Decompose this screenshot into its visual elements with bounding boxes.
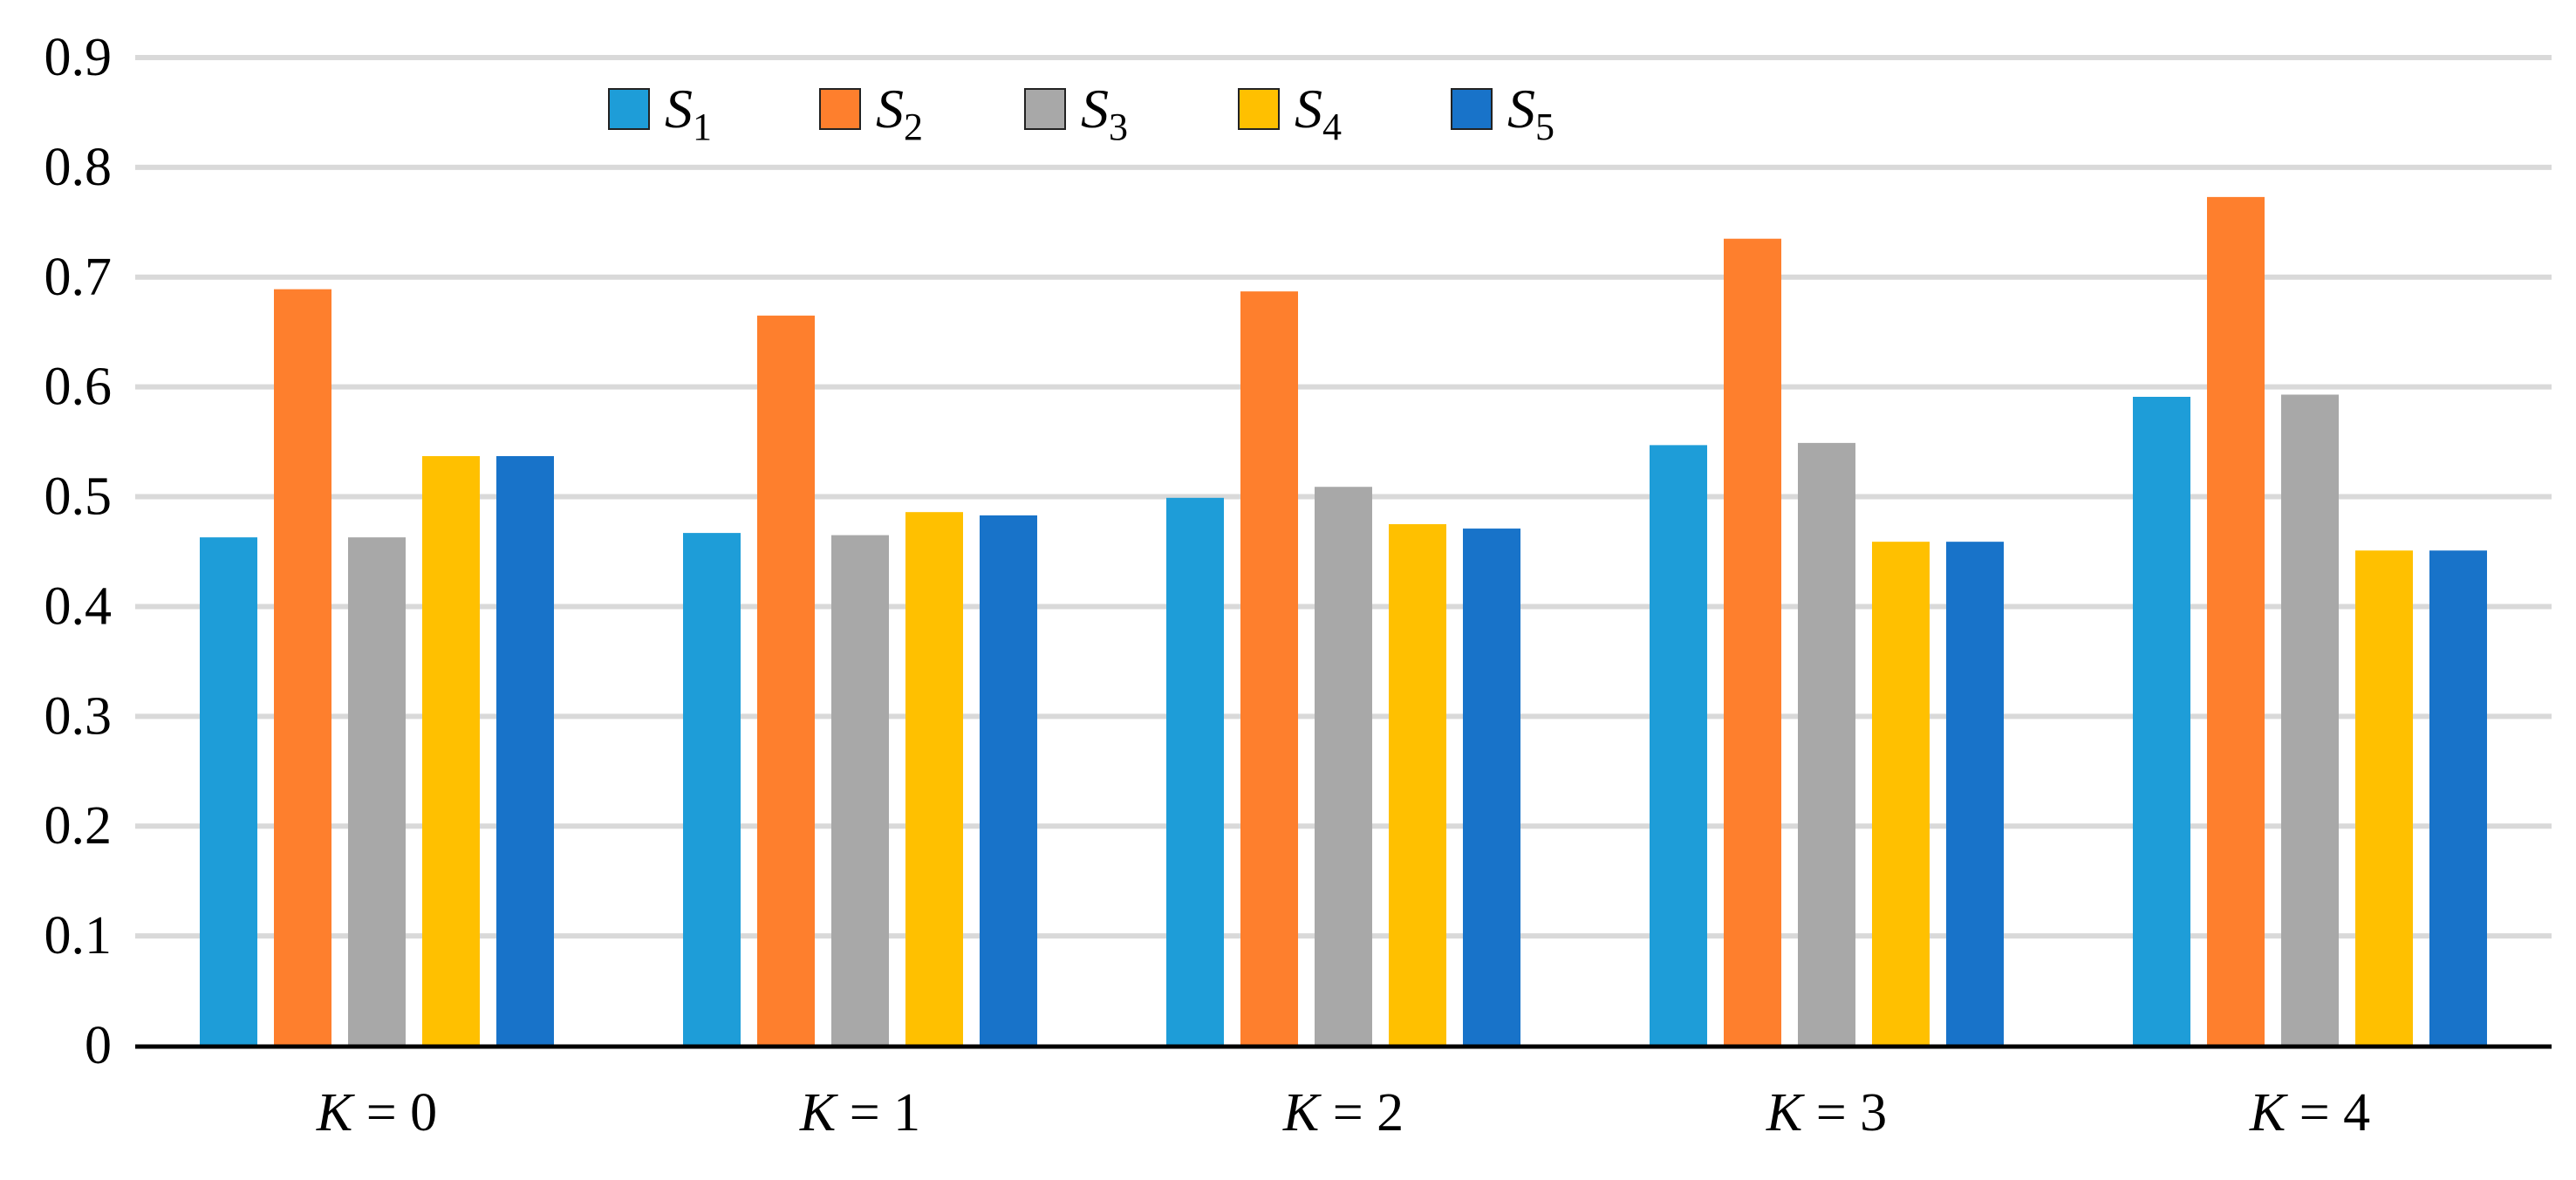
legend-swatch-s3 [1024, 88, 1066, 130]
bar-s4-k3 [1872, 542, 1930, 1046]
y-tick-label: 0.8 [44, 138, 113, 197]
legend-symbol: S [876, 78, 904, 140]
legend-label-s1: S1 [665, 78, 712, 148]
category-variable: K [799, 1083, 839, 1142]
legend-subscript: 5 [1535, 106, 1554, 148]
bar-s2-k4 [2207, 196, 2265, 1046]
bar-s5-k3 [1946, 542, 2004, 1046]
bar-s1-k2 [1166, 497, 1224, 1046]
bar-s3-k1 [831, 535, 889, 1046]
legend-symbol: S [1081, 78, 1109, 140]
category-value: 3 [1860, 1083, 1887, 1142]
legend: S1 S2 S3 S4 S5 [608, 78, 1554, 148]
bar-s4-k2 [1389, 524, 1446, 1046]
bar-s2-k0 [274, 289, 331, 1046]
bar-s4-k1 [905, 512, 963, 1046]
category-value: 2 [1377, 1083, 1404, 1142]
bar-s5-k0 [496, 455, 554, 1046]
category-equals: = [1319, 1083, 1377, 1142]
bars [200, 196, 2487, 1047]
y-tick-label: 0.9 [44, 28, 113, 87]
bar-s4-k4 [2355, 550, 2413, 1046]
legend-subscript: 4 [1322, 106, 1342, 148]
bar-s3-k4 [2281, 394, 2339, 1046]
x-category-label: K = 1 [799, 1083, 920, 1142]
legend-subscript: 3 [1109, 106, 1128, 148]
y-axis-tick-labels: 0 0.1 0.2 0.3 0.4 0.5 0.6 0.7 0.8 0.9 [44, 28, 113, 1075]
legend-label-s3: S3 [1081, 78, 1128, 148]
category-value: 4 [2343, 1083, 2370, 1142]
category-variable: K [2249, 1083, 2289, 1142]
category-value: 0 [410, 1083, 437, 1142]
category-equals: = [352, 1083, 410, 1142]
y-tick-label: 0.6 [44, 358, 113, 417]
bar-s5-k2 [1463, 529, 1520, 1046]
legend-swatch-s5 [1451, 88, 1493, 130]
x-category-label: K = 2 [1282, 1083, 1404, 1142]
bar-s1-k3 [1650, 445, 1707, 1046]
bar-s1-k0 [200, 537, 257, 1046]
category-equals: = [1802, 1083, 1860, 1142]
x-category-label: K = 4 [2249, 1083, 2370, 1142]
bar-s2-k3 [1724, 238, 1781, 1046]
legend-subscript: 1 [693, 106, 712, 148]
x-category-label: K = 3 [1766, 1083, 1887, 1142]
bar-s3-k0 [348, 537, 406, 1046]
y-tick-label: 0.7 [44, 248, 113, 307]
y-tick-label: 0.1 [44, 906, 113, 965]
category-variable: K [1282, 1083, 1322, 1142]
legend-swatch-s4 [1238, 88, 1280, 130]
bar-s3-k3 [1798, 442, 1855, 1046]
category-equals: = [836, 1083, 893, 1142]
legend-label-s5: S5 [1507, 78, 1554, 148]
legend-swatch-s2 [819, 88, 861, 130]
category-value: 1 [893, 1083, 920, 1142]
bar-s2-k1 [757, 315, 815, 1047]
legend-symbol: S [665, 78, 693, 140]
x-category-label: K = 0 [316, 1083, 437, 1142]
y-tick-label: 0 [85, 1016, 112, 1075]
legend-label-s2: S2 [876, 78, 923, 148]
y-tick-label: 0.2 [44, 796, 113, 856]
y-tick-label: 0.3 [44, 686, 113, 746]
bar-s1-k4 [2133, 396, 2190, 1046]
bar-s5-k4 [2429, 550, 2487, 1046]
category-variable: K [316, 1083, 356, 1142]
bar-s1-k1 [683, 533, 741, 1046]
legend-swatch-s1 [608, 88, 650, 130]
bar-s3-k2 [1315, 487, 1372, 1046]
y-tick-label: 0.5 [44, 467, 113, 527]
bar-s2-k2 [1240, 291, 1298, 1047]
legend-symbol: S [1507, 78, 1535, 140]
category-variable: K [1766, 1083, 1806, 1142]
y-tick-label: 0.4 [44, 576, 113, 636]
category-equals: = [2286, 1083, 2343, 1142]
bar-s4-k0 [422, 455, 480, 1046]
legend-subscript: 2 [904, 106, 923, 148]
legend-label-s4: S4 [1295, 78, 1342, 148]
bar-s5-k1 [980, 515, 1037, 1046]
legend-symbol: S [1295, 78, 1322, 140]
